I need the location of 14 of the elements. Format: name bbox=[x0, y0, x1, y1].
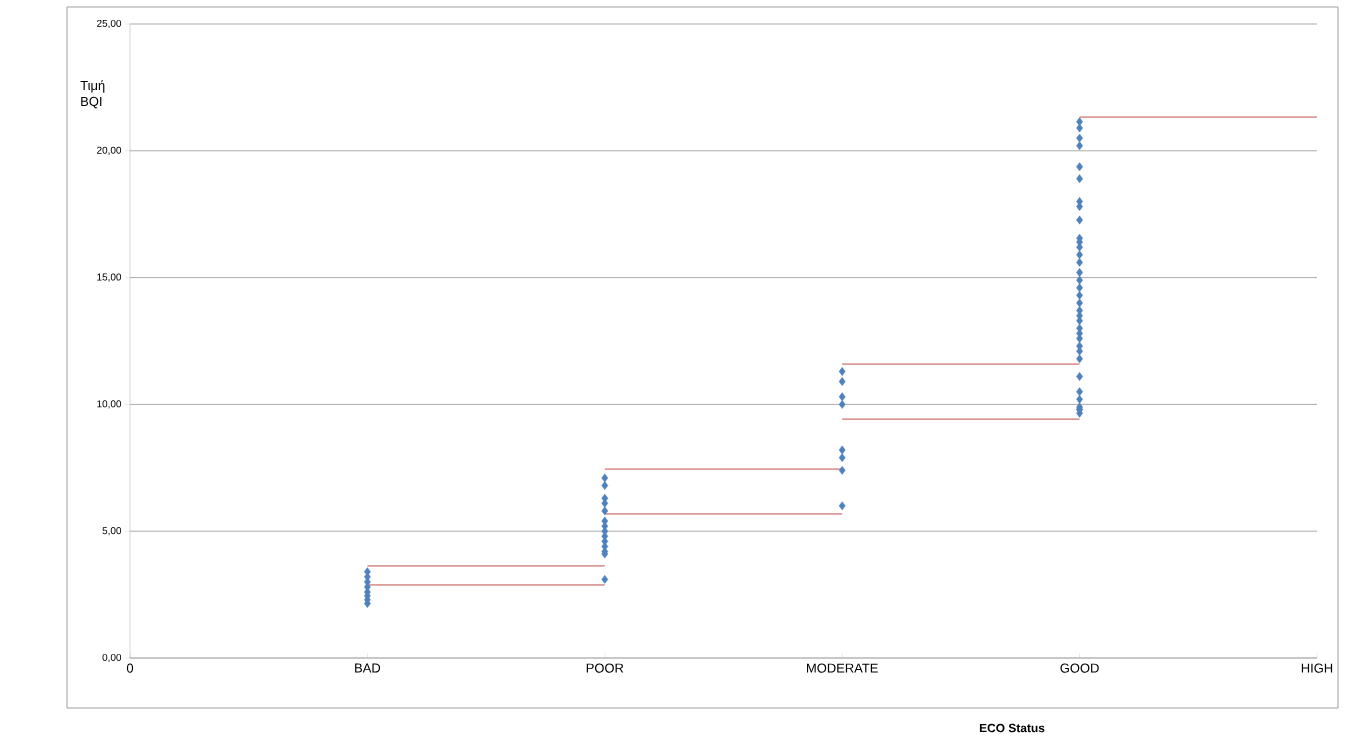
x-axis-title: ECO Status bbox=[979, 723, 1045, 733]
y-axis-title: Τιμή BQI bbox=[80, 80, 105, 109]
y-tick-label: 15,00 bbox=[97, 273, 122, 282]
y-tick-label: 5,00 bbox=[102, 527, 122, 536]
x-tick-label: 0 bbox=[126, 663, 134, 673]
y-tick-label: 25,00 bbox=[97, 19, 122, 29]
x-tick-label: POOR bbox=[586, 663, 624, 673]
y-tick-label: 0,00 bbox=[102, 653, 122, 663]
x-tick-label: HIGH bbox=[1301, 663, 1333, 673]
x-tick-label: MODERATE bbox=[807, 663, 878, 673]
x-tick-label: BAD bbox=[355, 663, 381, 673]
x-tick-label: GOOD bbox=[1060, 663, 1099, 673]
y-tick-label: 20,00 bbox=[97, 146, 122, 155]
y-tick-label: 10,00 bbox=[97, 400, 122, 409]
